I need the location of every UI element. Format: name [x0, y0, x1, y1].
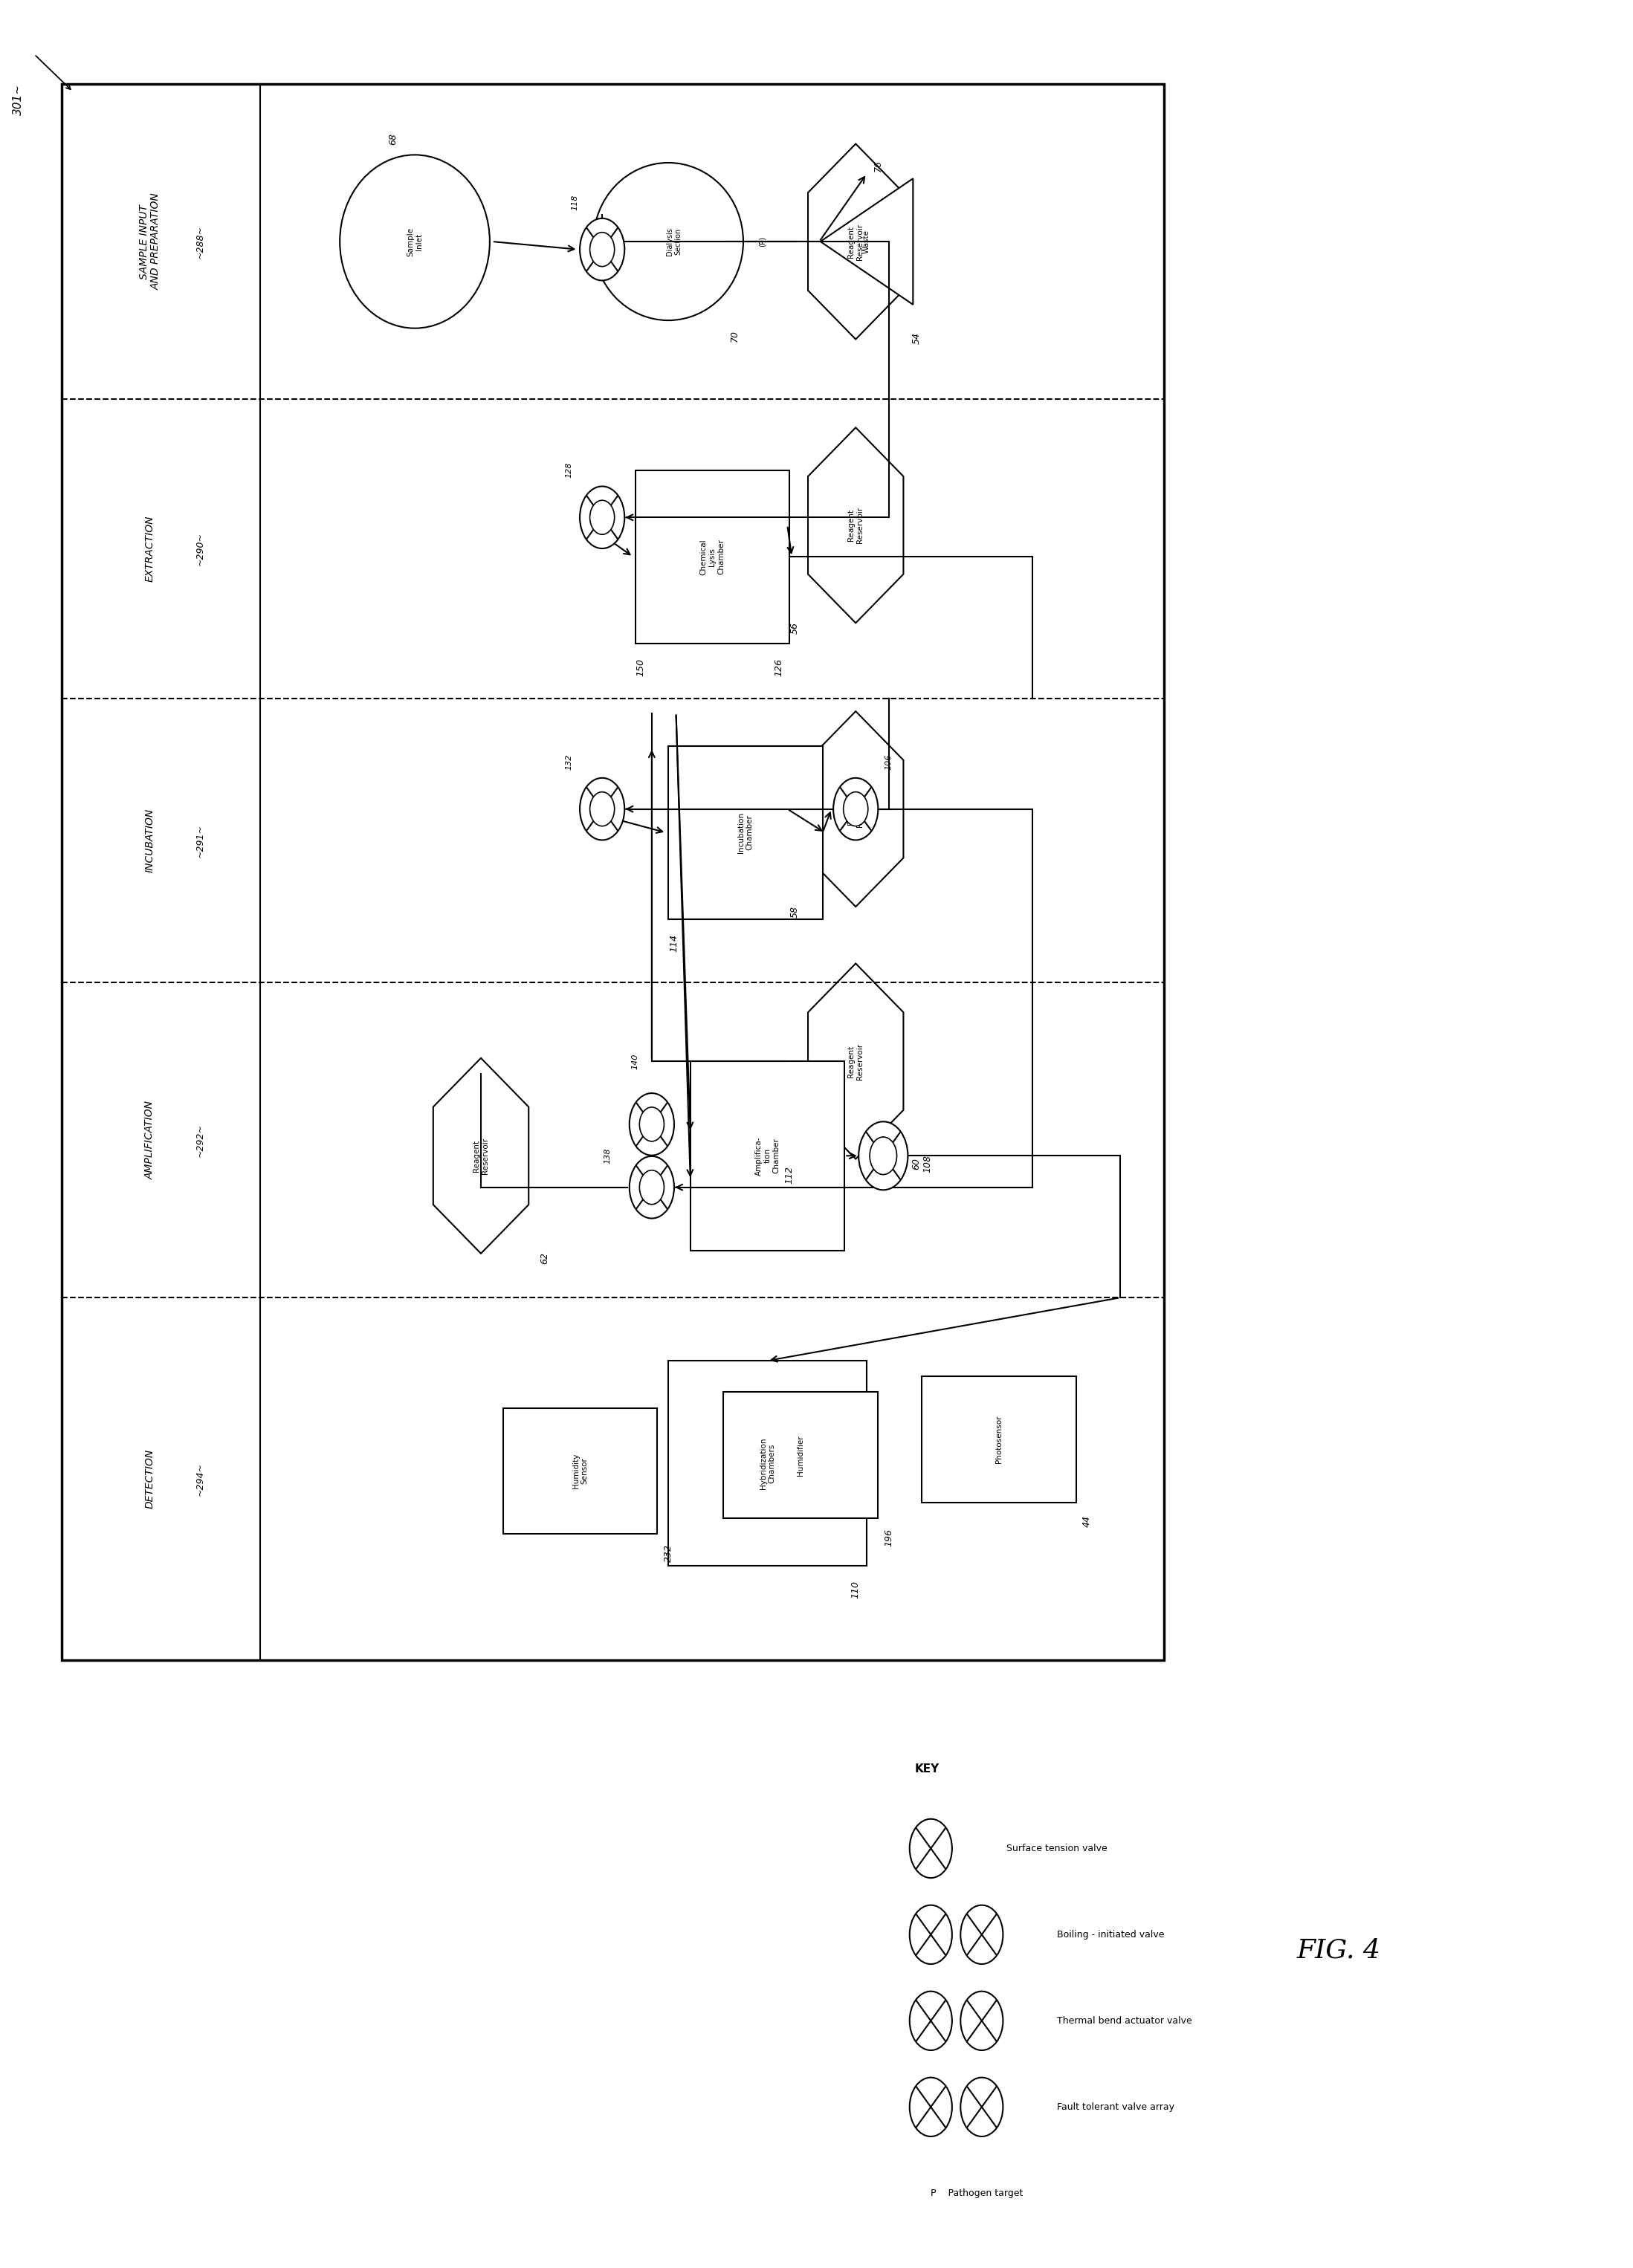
- Text: 112: 112: [785, 1166, 794, 1184]
- Text: ~291~: ~291~: [194, 823, 204, 857]
- Text: FIG. 4: FIG. 4: [1297, 1937, 1382, 1964]
- Circle shape: [960, 2077, 1003, 2136]
- Circle shape: [590, 792, 614, 826]
- FancyBboxPatch shape: [723, 1393, 879, 1517]
- Text: DETECTION: DETECTION: [145, 1449, 155, 1508]
- Ellipse shape: [340, 154, 490, 329]
- Circle shape: [590, 231, 614, 268]
- Text: 118: 118: [572, 195, 578, 211]
- Text: 56: 56: [790, 621, 800, 633]
- Text: 128: 128: [565, 463, 573, 479]
- Text: 76: 76: [874, 161, 882, 172]
- Circle shape: [640, 1170, 665, 1204]
- Text: 138: 138: [604, 1148, 611, 1163]
- Circle shape: [960, 1905, 1003, 1964]
- Text: Humidifier: Humidifier: [797, 1436, 805, 1476]
- Text: 114: 114: [670, 934, 679, 953]
- Text: Chemical
Lysis
Chamber: Chemical Lysis Chamber: [701, 540, 725, 574]
- Text: 44: 44: [1083, 1515, 1092, 1526]
- Polygon shape: [808, 143, 903, 340]
- Circle shape: [870, 1136, 897, 1175]
- Circle shape: [960, 1991, 1003, 2050]
- Text: ~294~: ~294~: [194, 1463, 204, 1495]
- FancyBboxPatch shape: [62, 84, 1164, 1660]
- Text: 62: 62: [541, 1252, 550, 1263]
- Circle shape: [910, 1991, 952, 2050]
- Text: 232: 232: [663, 1545, 673, 1563]
- Text: Fault tolerant valve array: Fault tolerant valve array: [1057, 2102, 1174, 2112]
- Text: 108: 108: [923, 1154, 932, 1173]
- Text: 126: 126: [774, 658, 784, 676]
- Text: Reagent
Reservoir: Reagent Reservoir: [848, 508, 864, 544]
- Text: Reagent
Reservoir: Reagent Reservoir: [848, 1043, 864, 1080]
- Circle shape: [910, 2077, 952, 2136]
- Text: 68: 68: [389, 134, 397, 145]
- FancyBboxPatch shape: [668, 746, 823, 919]
- Circle shape: [580, 778, 624, 839]
- Text: 54: 54: [911, 331, 921, 345]
- Text: 196: 196: [883, 1529, 893, 1547]
- Text: EXTRACTION: EXTRACTION: [145, 515, 155, 583]
- Text: KEY: KEY: [914, 1765, 939, 1774]
- FancyBboxPatch shape: [635, 469, 790, 644]
- FancyBboxPatch shape: [691, 1061, 844, 1250]
- Text: Amplifica-
tion
Chamber: Amplifica- tion Chamber: [754, 1136, 781, 1175]
- Text: P    Pathogen target: P Pathogen target: [931, 2189, 1024, 2198]
- Text: Boiling - initiated valve: Boiling - initiated valve: [1057, 1930, 1164, 1939]
- Ellipse shape: [593, 163, 743, 320]
- Circle shape: [640, 1107, 665, 1141]
- Circle shape: [590, 501, 614, 535]
- Circle shape: [833, 778, 879, 839]
- Text: Sample
Inlet: Sample Inlet: [407, 227, 423, 256]
- Text: Humidity
Sensor: Humidity Sensor: [572, 1454, 588, 1488]
- Text: ~292~: ~292~: [194, 1123, 204, 1157]
- Text: 58: 58: [790, 905, 800, 916]
- Text: Incubation
Chamber: Incubation Chamber: [738, 812, 753, 853]
- Text: 106: 106: [885, 753, 893, 769]
- Circle shape: [580, 218, 624, 281]
- Text: (P): (P): [758, 236, 766, 247]
- Polygon shape: [808, 712, 903, 907]
- Text: SAMPLE INPUT
AND PREPARATION: SAMPLE INPUT AND PREPARATION: [139, 193, 162, 290]
- Text: AMPLIFICATION: AMPLIFICATION: [145, 1100, 155, 1179]
- Circle shape: [629, 1157, 674, 1218]
- Circle shape: [910, 1905, 952, 1964]
- Text: Photosensor: Photosensor: [994, 1415, 1003, 1463]
- Text: Waste: Waste: [862, 229, 870, 254]
- Text: 150: 150: [635, 658, 645, 676]
- Text: Reagent
Reservoir: Reagent Reservoir: [848, 792, 864, 828]
- Circle shape: [629, 1093, 674, 1154]
- Circle shape: [843, 792, 869, 826]
- Text: Dialysis
Section: Dialysis Section: [666, 227, 683, 256]
- Text: ~290~: ~290~: [194, 533, 204, 565]
- Text: Reagent
Reservoir: Reagent Reservoir: [474, 1139, 488, 1175]
- Text: 301~: 301~: [13, 84, 23, 116]
- Circle shape: [910, 1819, 952, 1878]
- Text: 70: 70: [730, 331, 740, 342]
- Text: Thermal bend actuator valve: Thermal bend actuator valve: [1057, 2016, 1192, 2025]
- Polygon shape: [808, 429, 903, 624]
- Polygon shape: [433, 1059, 529, 1254]
- Text: ~288~: ~288~: [194, 225, 204, 259]
- Text: INCUBATION: INCUBATION: [145, 807, 155, 873]
- Text: Hybridization
Chambers: Hybridization Chambers: [759, 1438, 776, 1490]
- Text: 132: 132: [565, 753, 573, 769]
- Text: 110: 110: [851, 1581, 861, 1599]
- FancyBboxPatch shape: [668, 1361, 867, 1565]
- Text: 140: 140: [632, 1052, 639, 1068]
- Polygon shape: [820, 179, 913, 304]
- Text: Surface tension valve: Surface tension valve: [1006, 1844, 1107, 1853]
- Polygon shape: [808, 964, 903, 1159]
- Text: Reagent
Reservoir: Reagent Reservoir: [848, 222, 864, 261]
- Circle shape: [580, 485, 624, 549]
- FancyBboxPatch shape: [923, 1377, 1076, 1501]
- Text: 60: 60: [911, 1157, 921, 1170]
- FancyBboxPatch shape: [503, 1408, 656, 1533]
- Circle shape: [859, 1123, 908, 1191]
